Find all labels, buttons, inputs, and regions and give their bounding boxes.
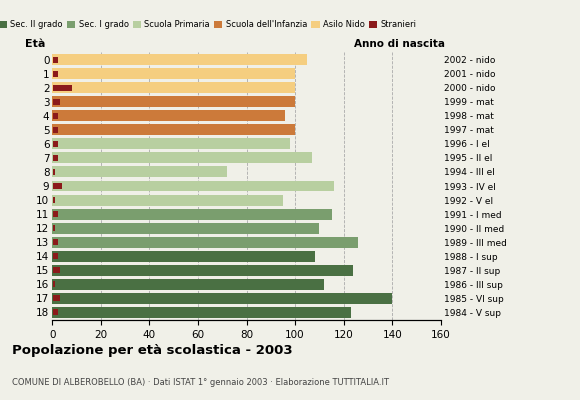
Bar: [53, 127, 57, 133]
Bar: [53, 239, 57, 245]
Bar: [53, 281, 55, 287]
Bar: [52, 82, 295, 93]
Bar: [53, 57, 57, 63]
Bar: [52, 68, 295, 79]
Bar: [52, 96, 295, 107]
Bar: [53, 141, 57, 147]
Bar: [52, 110, 285, 121]
Bar: [52, 124, 295, 135]
Bar: [52, 251, 314, 262]
Text: COMUNE DI ALBEROBELLO (BA) · Dati ISTAT 1° gennaio 2003 · Elaborazione TUTTITALI: COMUNE DI ALBEROBELLO (BA) · Dati ISTAT …: [12, 378, 389, 387]
Bar: [52, 208, 332, 220]
Bar: [53, 113, 57, 119]
Bar: [53, 295, 60, 301]
Bar: [52, 237, 358, 248]
Bar: [53, 267, 60, 273]
Bar: [53, 183, 63, 189]
Text: Popolazione per età scolastica - 2003: Popolazione per età scolastica - 2003: [12, 344, 292, 357]
Bar: [52, 307, 351, 318]
Bar: [52, 194, 283, 206]
Bar: [52, 152, 312, 164]
Bar: [52, 166, 227, 178]
Bar: [53, 169, 55, 175]
Bar: [52, 293, 392, 304]
Bar: [53, 309, 57, 315]
Bar: [53, 253, 57, 259]
Bar: [52, 223, 320, 234]
Bar: [53, 225, 55, 231]
Bar: [53, 197, 55, 203]
Bar: [53, 211, 57, 217]
Text: Anno di nascita: Anno di nascita: [354, 39, 445, 49]
Text: Età: Età: [25, 39, 45, 49]
Bar: [52, 279, 324, 290]
Legend: Sec. II grado, Sec. I grado, Scuola Primaria, Scuola dell'Infanzia, Asilo Nido, : Sec. II grado, Sec. I grado, Scuola Prim…: [0, 17, 420, 33]
Bar: [52, 138, 290, 149]
Bar: [52, 180, 334, 192]
Bar: [53, 71, 57, 77]
Bar: [53, 99, 60, 105]
Bar: [53, 85, 72, 91]
Bar: [52, 265, 353, 276]
Bar: [53, 155, 57, 161]
Bar: [52, 54, 307, 65]
